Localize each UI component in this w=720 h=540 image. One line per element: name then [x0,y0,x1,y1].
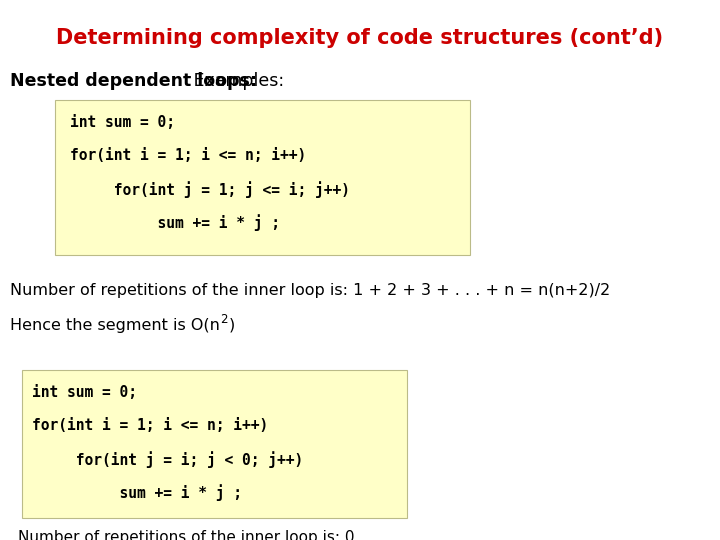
Text: for(int i = 1; i <= n; i++): for(int i = 1; i <= n; i++) [70,148,306,163]
Text: Examples:: Examples: [188,72,284,90]
Text: Number of repetitions of the inner loop is: 0: Number of repetitions of the inner loop … [18,530,354,540]
Text: sum += i * j ;: sum += i * j ; [32,484,242,501]
Text: Hence the segment is O(n: Hence the segment is O(n [10,318,220,333]
Text: Determining complexity of code structures (cont’d): Determining complexity of code structure… [56,28,664,48]
FancyBboxPatch shape [22,370,407,518]
Text: 2: 2 [220,313,228,326]
Text: for(int i = 1; i <= n; i++): for(int i = 1; i <= n; i++) [32,418,269,433]
Text: int sum = 0;: int sum = 0; [70,115,175,130]
Text: int sum = 0;: int sum = 0; [32,385,137,400]
Text: for(int j = 1; j <= i; j++): for(int j = 1; j <= i; j++) [70,181,350,198]
Text: Nested dependent loops:: Nested dependent loops: [10,72,257,90]
Text: ): ) [229,318,235,333]
Text: Number of repetitions of the inner loop is: 1 + 2 + 3 + . . . + n = n(n+2)/2: Number of repetitions of the inner loop … [10,283,611,298]
FancyBboxPatch shape [55,100,470,255]
Text: sum += i * j ;: sum += i * j ; [70,214,280,231]
Text: for(int j = i; j < 0; j++): for(int j = i; j < 0; j++) [32,451,303,468]
